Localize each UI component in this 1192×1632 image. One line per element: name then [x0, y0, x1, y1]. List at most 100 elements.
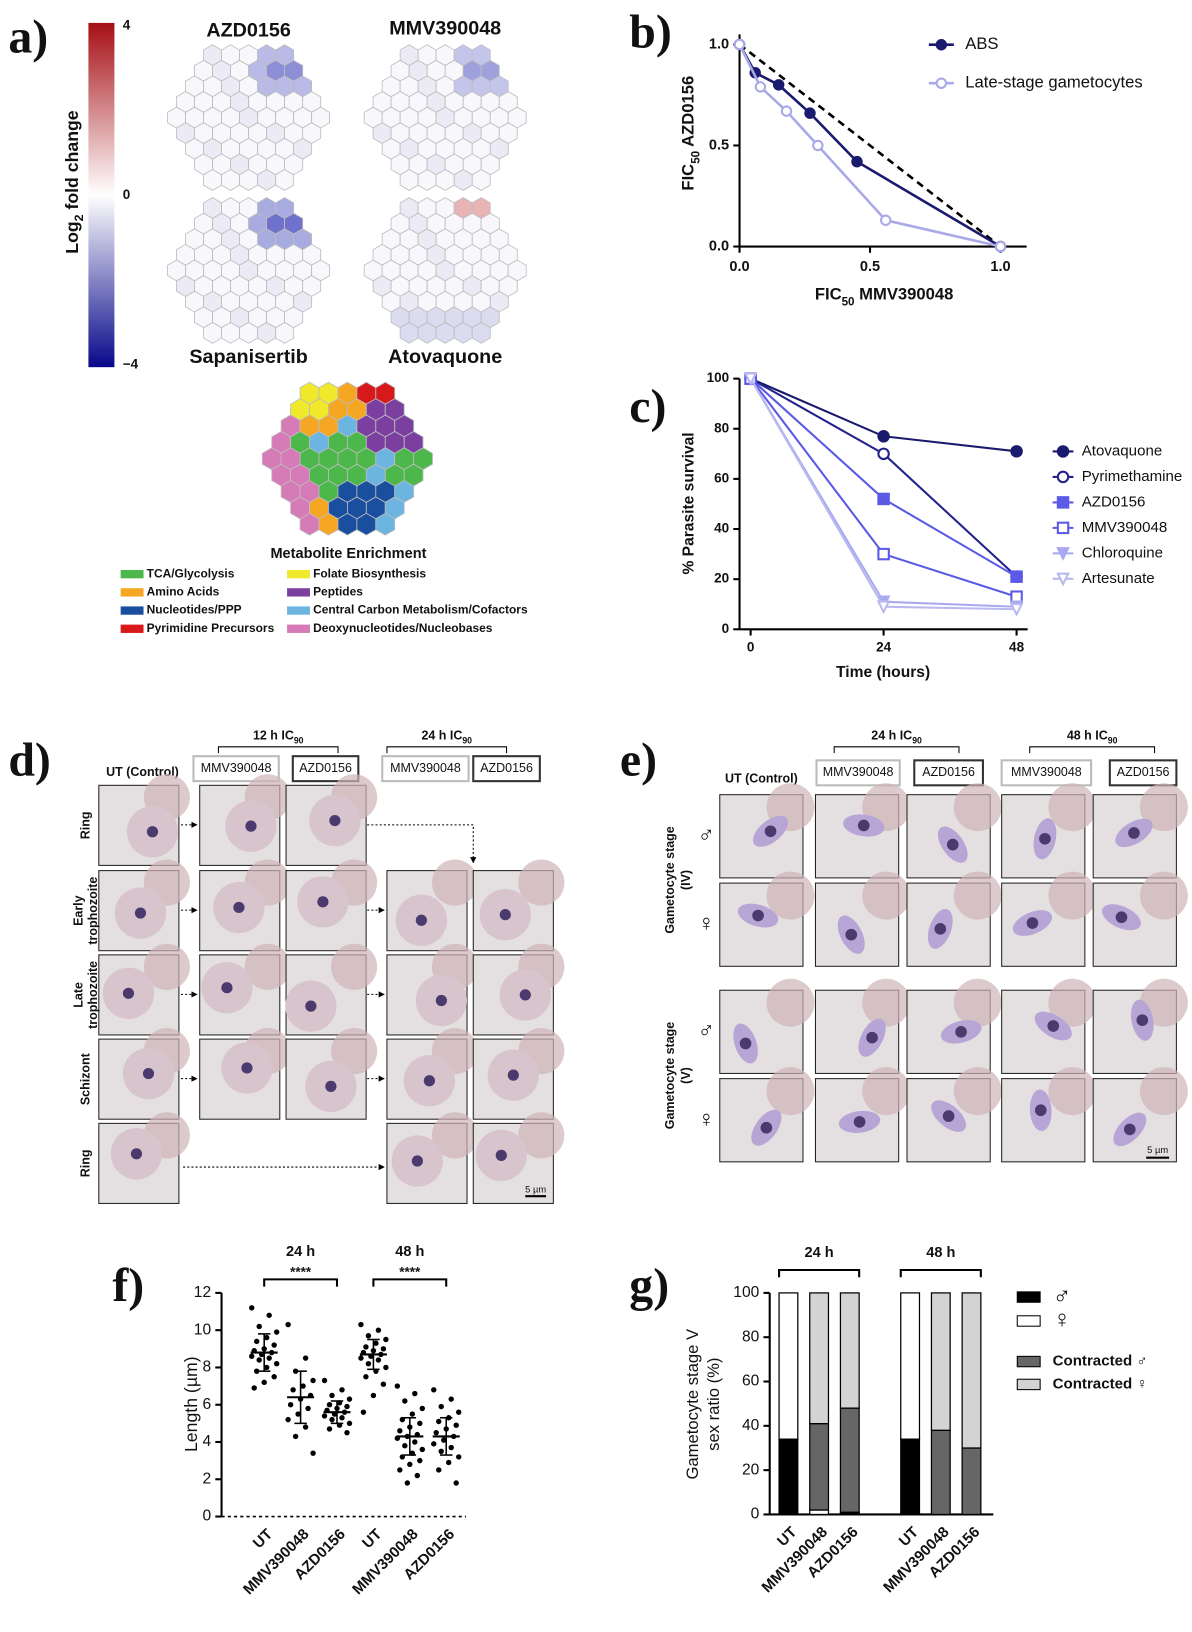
column-label: MMV390048	[201, 761, 272, 775]
scale-label: 5 µm	[525, 1184, 546, 1194]
data-point	[344, 1403, 350, 1410]
legend-marker	[1056, 445, 1070, 458]
rbc	[431, 1112, 479, 1159]
bracket	[833, 746, 960, 754]
row-label: Gametocyte stage	[663, 826, 677, 933]
column-box	[815, 759, 901, 787]
row-label: trophozoite	[86, 961, 100, 1029]
legend-swatch	[1016, 1291, 1041, 1303]
x-tick-label: 0.0	[729, 259, 749, 275]
data-point	[302, 1355, 309, 1361]
data-point	[412, 1439, 418, 1445]
data-point	[1009, 603, 1024, 617]
data-point	[1010, 445, 1023, 458]
series-line	[750, 377, 1018, 578]
data-point	[743, 372, 758, 387]
series-line	[738, 43, 1001, 248]
row-label: Early	[71, 895, 85, 926]
parasite	[853, 1116, 866, 1128]
legend-marker	[1056, 547, 1070, 561]
y-tick-label: 40	[742, 1417, 760, 1434]
data-point	[431, 1387, 437, 1393]
parasite	[233, 901, 245, 914]
data-point	[448, 1396, 454, 1402]
data-point	[877, 430, 890, 443]
bar-segment	[778, 1292, 799, 1440]
data-point	[363, 1344, 369, 1350]
data-point	[397, 1467, 403, 1473]
parasite	[845, 928, 858, 941]
data-point	[273, 1361, 280, 1367]
x-tick-label: 48	[1009, 640, 1025, 655]
bracket	[263, 1278, 339, 1287]
data-point	[358, 1355, 364, 1361]
legend-swatch	[1016, 1378, 1041, 1391]
y-axis-label-main: FIC	[679, 164, 698, 191]
parasite	[942, 1110, 955, 1122]
data-point	[326, 1402, 333, 1408]
legend-swatch	[120, 570, 144, 579]
heatmap-hex	[275, 321, 295, 344]
sex-symbol: ♀	[698, 1105, 715, 1131]
legend-label: Pyrimidine Precursors	[147, 621, 275, 635]
legend-marker	[935, 77, 948, 89]
parasite	[1039, 832, 1051, 845]
parasite	[329, 814, 341, 827]
y-tick-label: 0	[722, 621, 730, 636]
rbc	[1139, 783, 1188, 832]
annotation: ****	[399, 1265, 421, 1280]
data-point	[419, 1446, 426, 1453]
legend-label: Atovaquone	[1082, 442, 1162, 459]
parasite	[435, 994, 447, 1007]
y-tick-label: 2	[202, 1470, 211, 1487]
group-label-sub: 90	[912, 736, 922, 746]
legend-swatch	[120, 624, 144, 633]
data-point	[733, 38, 746, 51]
y-tick-label: 60	[742, 1373, 760, 1390]
x-tick-label: 0	[747, 640, 755, 655]
column-label: MMV390048	[1011, 765, 1082, 779]
colorbar-label: Log2 fold change	[61, 110, 86, 254]
legend-label: Chloroquine	[1082, 544, 1163, 561]
y-tick-label: 1.0	[709, 36, 729, 52]
data-point	[285, 1321, 291, 1328]
y-axis-label: % Parasite survival	[681, 432, 698, 574]
data-point	[417, 1457, 423, 1464]
colorbar	[88, 22, 115, 368]
y-tick-label: 80	[714, 420, 729, 435]
arrow	[367, 824, 477, 864]
sex-symbol: ♂	[698, 821, 715, 847]
column-box	[1000, 759, 1093, 787]
data-point	[287, 1402, 294, 1408]
bar-segment	[930, 1429, 951, 1516]
y-tick-label: 10	[194, 1321, 212, 1338]
parasite	[1026, 917, 1039, 929]
colorbar-tick-label: 4	[123, 18, 131, 33]
group-label: 48 h IC90	[1067, 729, 1118, 746]
y-tick-label: 80	[742, 1328, 760, 1345]
parasite	[519, 989, 531, 1001]
data-point	[254, 1338, 260, 1345]
parasite	[411, 1155, 423, 1167]
bar-segment	[839, 1292, 860, 1409]
data-point	[339, 1415, 345, 1421]
y-tick-label: 0	[751, 1506, 760, 1523]
legend-label: Folate Biosynthesis	[313, 566, 426, 580]
parasite	[760, 1121, 773, 1134]
legend-swatch	[1016, 1315, 1041, 1327]
x-axis-label-sub: 50	[842, 295, 855, 308]
data-point	[329, 1416, 335, 1423]
parasite	[122, 987, 135, 999]
data-point	[394, 1383, 401, 1389]
legend-swatch	[1016, 1355, 1041, 1368]
data-point	[812, 139, 824, 152]
bar-segment	[930, 1292, 951, 1431]
data-point	[397, 1428, 403, 1434]
parasite	[325, 1080, 337, 1092]
data-point	[754, 81, 767, 93]
x-axis-label-main: FIC	[815, 285, 842, 304]
data-point	[877, 447, 890, 461]
data-point	[346, 1396, 353, 1402]
parasite	[764, 825, 777, 838]
